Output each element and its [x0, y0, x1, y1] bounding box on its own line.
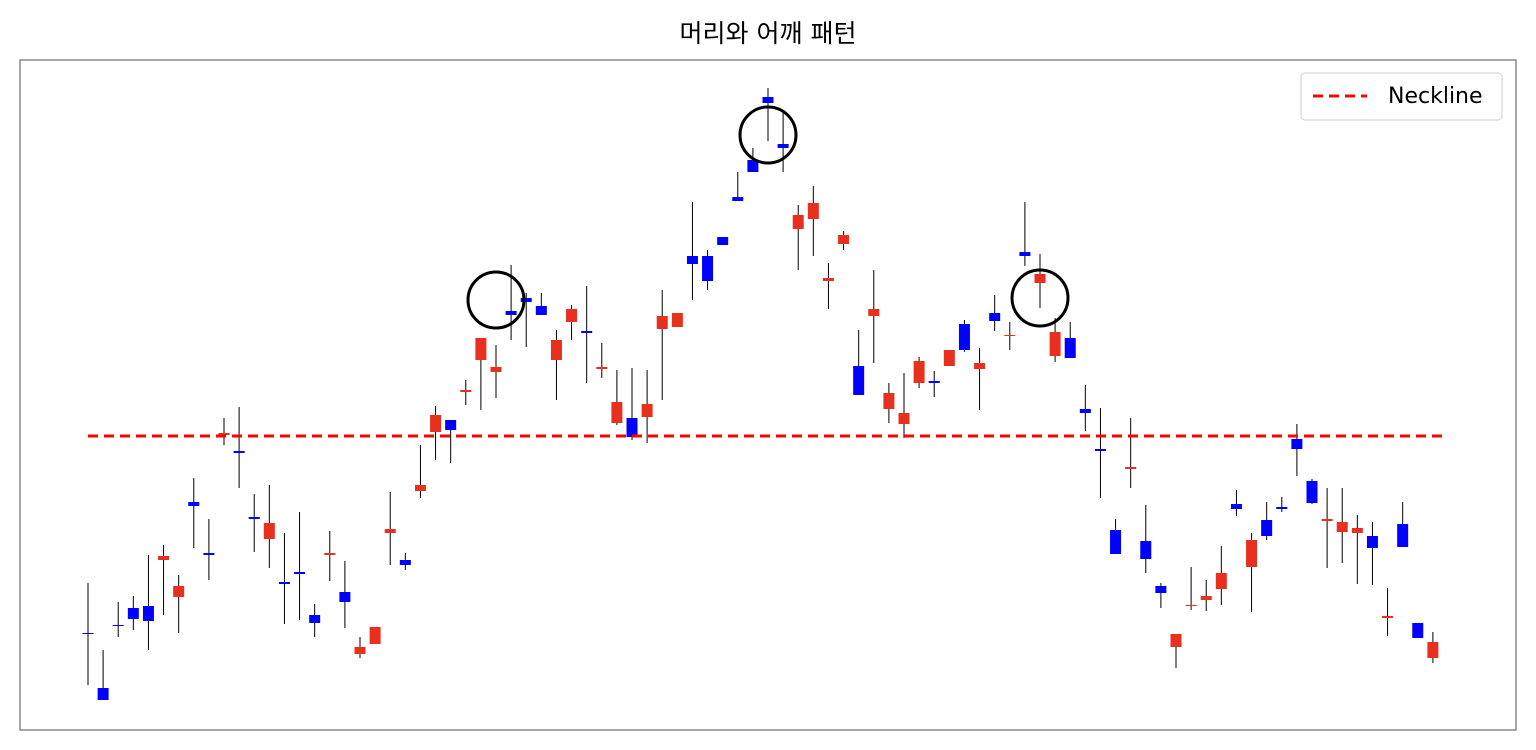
candle-body: [1366, 536, 1378, 548]
legend-box: [1300, 72, 1503, 121]
candle-body: [883, 393, 895, 409]
candle-body: [82, 633, 94, 634]
candle-body: [430, 415, 442, 432]
candle-body: [1004, 335, 1016, 336]
candle-body: [853, 366, 865, 395]
candle-body: [1140, 541, 1152, 559]
candle-body: [1215, 573, 1227, 589]
candle-body: [898, 413, 910, 424]
candle-body: [324, 553, 336, 555]
candle-body: [158, 556, 170, 560]
candle-body: [1306, 481, 1318, 503]
candle-body: [838, 235, 850, 244]
candle-body: [294, 572, 306, 574]
candle-body: [1155, 586, 1167, 593]
candle-body: [535, 306, 547, 315]
candle-body: [248, 517, 260, 519]
candle-body: [1064, 338, 1076, 358]
candle-body: [641, 404, 653, 417]
candle-body: [626, 418, 638, 437]
candle-body: [460, 390, 472, 392]
candle-body: [475, 338, 487, 360]
candle-body: [173, 586, 185, 597]
candle-body: [702, 256, 714, 281]
candle-body: [928, 381, 940, 383]
candle-body: [1291, 439, 1303, 449]
candle-body: [218, 433, 230, 435]
candle-body: [1246, 540, 1258, 567]
candle-body: [142, 606, 154, 621]
candle-body: [868, 309, 880, 316]
candle-body: [656, 316, 668, 329]
candle-body: [717, 237, 729, 245]
candle-body: [566, 309, 578, 322]
candle-body: [943, 350, 955, 366]
candle-body: [1034, 274, 1046, 283]
candle-body: [1351, 528, 1363, 533]
candle-body: [1079, 409, 1091, 413]
candle-body: [1321, 519, 1333, 521]
candle-body: [112, 625, 124, 626]
candle-body: [611, 402, 623, 423]
candle-body: [958, 324, 970, 350]
candle-body: [1185, 605, 1197, 606]
candle-body: [747, 160, 759, 172]
pattern-marker: [466, 270, 526, 330]
candle-body: [1412, 623, 1424, 638]
candle-body: [777, 144, 789, 148]
candle-body: [913, 361, 925, 383]
candle-body: [369, 627, 381, 644]
candle-body: [686, 256, 698, 264]
candle-body: [807, 203, 819, 219]
candle-body: [596, 367, 608, 369]
candle-body: [989, 313, 1001, 321]
chart-title: 머리와 어깨 패턴: [680, 19, 857, 48]
legend-label: Neckline: [1388, 84, 1483, 109]
candle-body: [233, 451, 245, 453]
candle-body: [581, 331, 593, 333]
candle-body: [505, 311, 517, 315]
candle-body: [339, 592, 351, 602]
candle-body: [203, 553, 215, 555]
candle-body: [354, 647, 366, 654]
candle-body: [1382, 616, 1394, 618]
candle-body: [1019, 252, 1031, 256]
candle-body: [822, 278, 834, 281]
candle-body: [762, 97, 774, 103]
candle-body: [278, 582, 290, 584]
candle-body: [974, 363, 986, 369]
candle-body: [550, 340, 562, 360]
candle-body: [1094, 449, 1106, 451]
candle-body: [1261, 520, 1273, 536]
candle-body: [127, 608, 139, 619]
pattern-marker: [738, 105, 798, 165]
pattern-marker: [1010, 268, 1070, 328]
candle-body: [1230, 504, 1242, 509]
candle-body: [309, 615, 321, 623]
candle-body: [188, 502, 200, 506]
candle-body: [732, 197, 744, 201]
candle-body: [1125, 467, 1137, 469]
candle-body: [414, 485, 426, 491]
candle-body: [1397, 524, 1409, 547]
candle-body: [1049, 332, 1061, 356]
candle-body: [1170, 634, 1182, 647]
plot-frame: [19, 59, 1517, 731]
candle-body: [97, 688, 109, 700]
candle-body: [1276, 507, 1288, 509]
candle-body: [1427, 642, 1439, 658]
candle-body: [399, 560, 411, 565]
candle-body: [263, 523, 275, 539]
candle-body: [1110, 530, 1122, 554]
candle-body: [520, 298, 532, 302]
candle-body: [671, 313, 683, 327]
candle-body: [384, 529, 396, 533]
candle-body: [490, 367, 502, 372]
candle-body: [1336, 522, 1348, 532]
candle-body: [1200, 596, 1212, 600]
candle-body: [445, 420, 457, 430]
candle-body: [792, 215, 804, 229]
